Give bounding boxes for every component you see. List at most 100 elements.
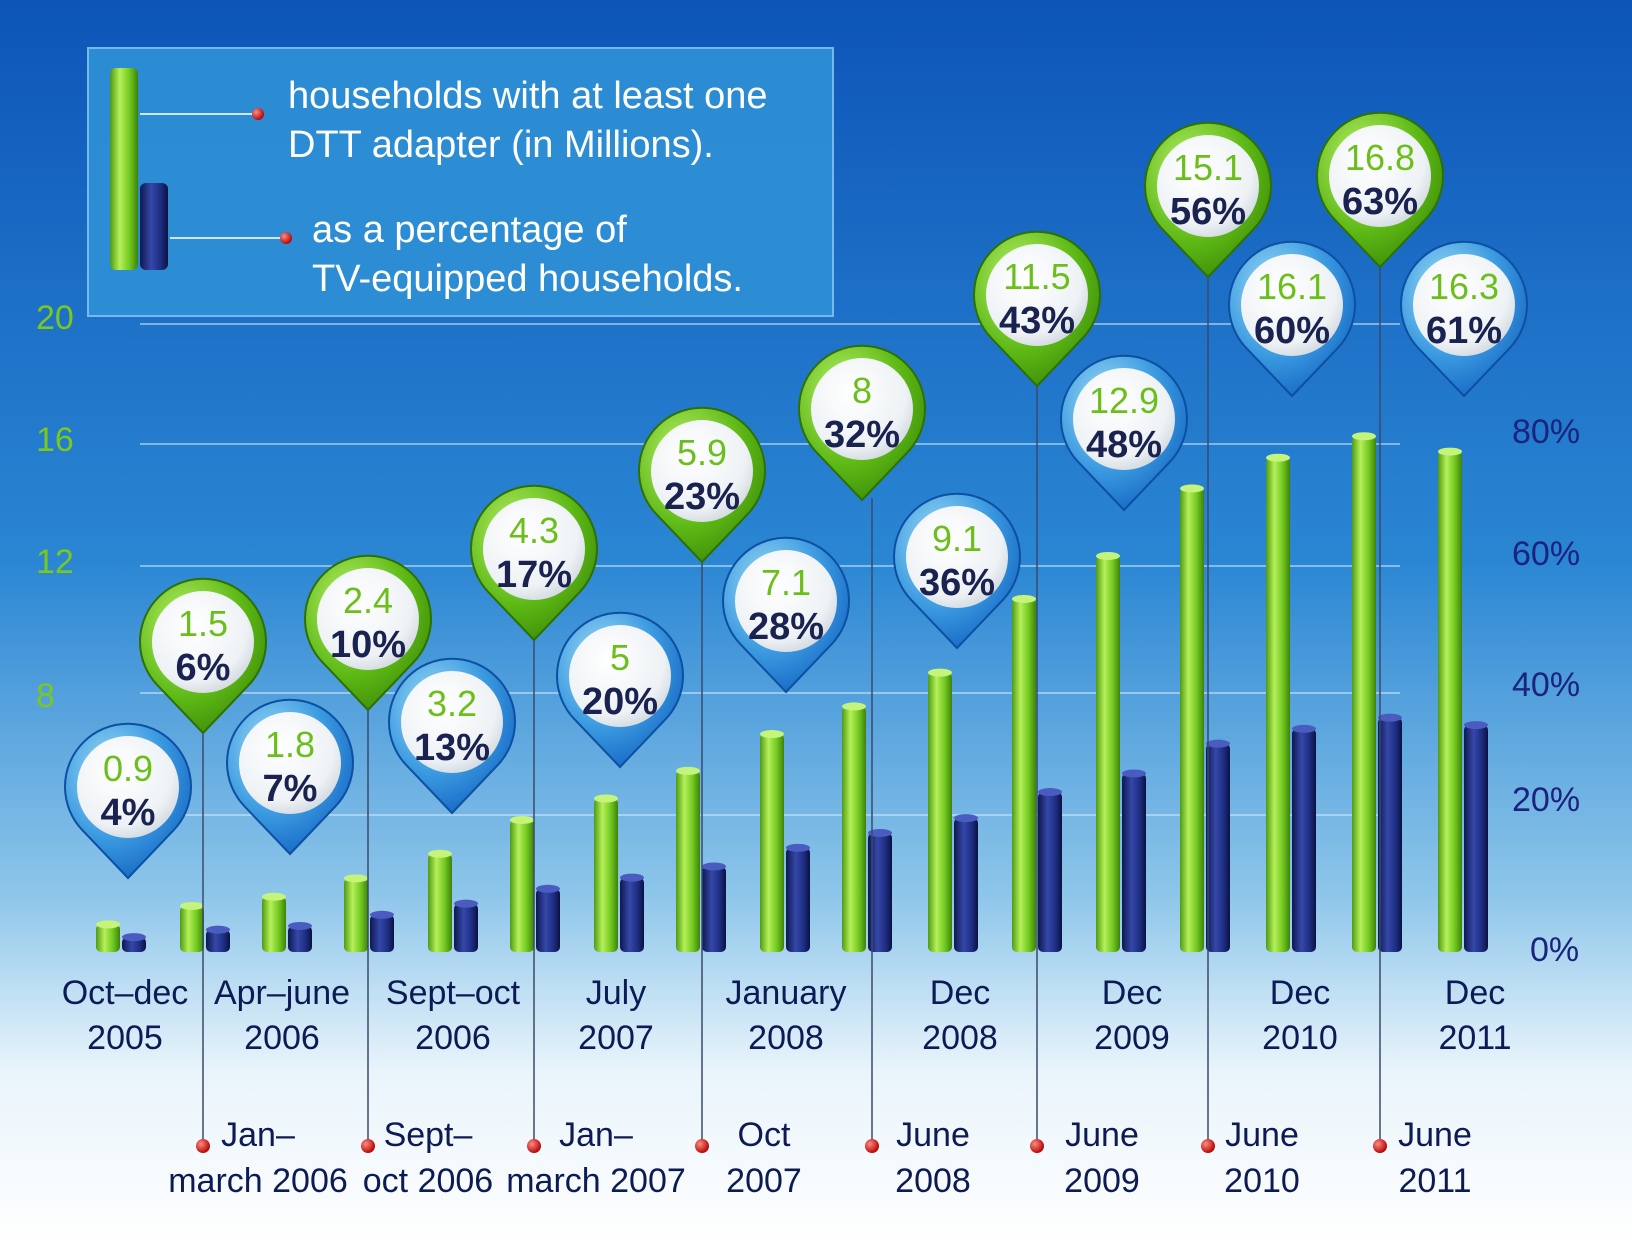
bar-percent [1378, 717, 1402, 952]
left-axis-tick: 12 [36, 543, 74, 581]
bar-millions-cap [1096, 551, 1120, 560]
bar-percent [206, 929, 230, 952]
bar-percent [702, 866, 726, 952]
bar-millions [1438, 451, 1462, 952]
bar-millions [594, 798, 618, 952]
bar-percent-cap [620, 873, 644, 882]
pin-percent-label: 36% [919, 562, 995, 604]
pin-value-label: 7.1 [761, 562, 811, 603]
leader-dot [695, 1139, 709, 1153]
x-label-upper: 2006 [415, 1019, 491, 1057]
bar-millions-cap [1438, 447, 1462, 456]
pin-value-label: 15.1 [1173, 147, 1243, 188]
bar-millions-cap [344, 874, 368, 883]
bar-millions [1096, 555, 1120, 952]
pin-percent-label: 60% [1254, 310, 1330, 352]
x-label-upper: 2009 [1094, 1019, 1170, 1057]
leader-dot [196, 1139, 210, 1153]
leader-dot [1201, 1139, 1215, 1153]
x-label-upper: 2011 [1438, 1019, 1511, 1057]
pin-blue: 1.87% [226, 698, 354, 856]
right-axis-tick: 0% [1530, 931, 1579, 969]
x-label-lower: oct 2006 [363, 1162, 493, 1200]
pin-value-label: 16.1 [1257, 266, 1327, 307]
pin-value-label: 1.8 [265, 724, 315, 765]
bar-percent-cap [288, 921, 312, 930]
pin-blue: 16.160% [1228, 240, 1356, 398]
bar-percent-cap [1464, 721, 1488, 730]
bar-percent-cap [454, 899, 478, 908]
pin-value-label: 8 [852, 370, 872, 411]
bar-millions [262, 896, 286, 952]
bar-millions-cap [1180, 484, 1204, 493]
leader-dot [361, 1139, 375, 1153]
bar-percent [370, 914, 394, 952]
bar-percent [620, 877, 644, 952]
x-label-upper: Sept–oct [386, 974, 521, 1012]
x-label-lower: Jan– [221, 1116, 295, 1154]
pin-percent-label: 28% [748, 606, 824, 648]
bar-percent-cap [868, 828, 892, 837]
bar-percent [868, 832, 892, 952]
pin-green: 4.317% [470, 484, 598, 642]
pin-percent-label: 23% [664, 476, 740, 518]
x-label-upper: 2006 [244, 1019, 320, 1057]
pin-value-label: 16.3 [1429, 266, 1499, 307]
pin-percent-label: 56% [1170, 191, 1246, 233]
x-label-lower: 2008 [895, 1162, 971, 1200]
bar-percent [1038, 792, 1062, 952]
pin-blue: 520% [556, 611, 684, 769]
bar-percent-cap [1122, 769, 1146, 778]
pin-green: 16.863% [1316, 111, 1444, 269]
bar-percent [454, 903, 478, 952]
legend-series2-line2: TV-equipped households. [312, 258, 743, 300]
bar-millions-cap [180, 901, 204, 910]
x-label-lower: march 2006 [168, 1162, 348, 1200]
bar-millions-cap [594, 794, 618, 803]
x-label-lower: June [1398, 1116, 1472, 1154]
right-axis: 0% 20% 40% 60% 80% [1512, 413, 1580, 969]
x-label-upper: Dec [1270, 974, 1330, 1012]
bar-millions-cap [1012, 594, 1036, 603]
pin-green: 15.156% [1144, 121, 1272, 279]
bar-millions [96, 924, 120, 952]
pin-percent-label: 10% [330, 624, 406, 666]
pin-green: 1.56% [139, 577, 267, 735]
legend-series2-line1: as a percentage of [312, 209, 627, 251]
x-label-upper: 2007 [578, 1019, 654, 1057]
pin-value-label: 0.9 [103, 748, 153, 789]
bar-percent-cap [1206, 739, 1230, 748]
bar-percent-cap [206, 925, 230, 934]
x-label-upper: 2010 [1262, 1019, 1338, 1057]
value-pins: 0.94%1.56%1.87%2.410%3.213%4.317%520%5.9… [64, 111, 1528, 1153]
right-axis-tick: 80% [1512, 413, 1580, 451]
x-label-upper: Dec [1102, 974, 1162, 1012]
bar-percent-cap [954, 814, 978, 823]
x-label-lower: June [896, 1116, 970, 1154]
pin-green: 832% [798, 344, 926, 502]
x-label-lower: June [1225, 1116, 1299, 1154]
x-label-lower: Jan– [559, 1116, 633, 1154]
pin-value-label: 3.2 [427, 683, 477, 724]
legend-dot-2 [280, 232, 292, 244]
pin-blue: 3.213% [388, 657, 516, 815]
bar-percent [954, 818, 978, 952]
bar-millions-cap [510, 815, 534, 824]
leader-dot [1030, 1139, 1044, 1153]
bar-millions [510, 819, 534, 952]
right-axis-tick: 40% [1512, 666, 1580, 704]
bar-millions [428, 853, 452, 952]
pin-percent-label: 61% [1426, 310, 1502, 352]
bar-millions [760, 734, 784, 952]
bar-percent-cap [702, 862, 726, 871]
bar-millions [180, 905, 204, 952]
bar-millions-cap [1352, 432, 1376, 441]
legend-dot-1 [252, 108, 264, 120]
x-label-lower: Sept– [384, 1116, 473, 1154]
x-label-upper: Dec [1445, 974, 1505, 1012]
pin-percent-label: 6% [176, 647, 231, 689]
pin-percent-label: 63% [1342, 181, 1418, 223]
legend-box [87, 47, 834, 317]
bars [96, 432, 1488, 952]
pin-green: 11.543% [973, 230, 1101, 388]
